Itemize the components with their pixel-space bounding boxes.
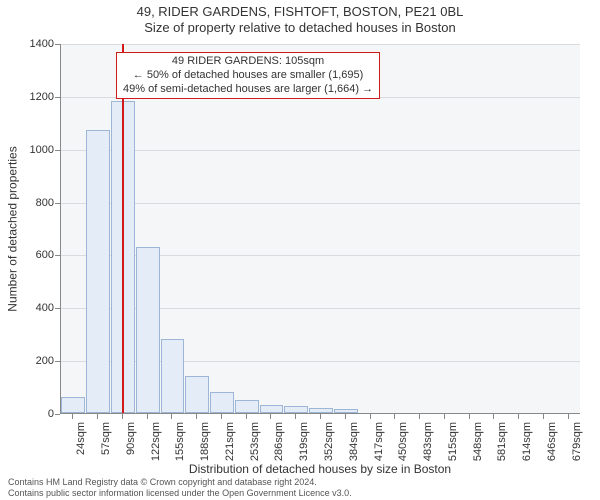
x-tick-mark <box>444 414 445 419</box>
y-tick-label: 1200 <box>6 92 54 103</box>
y-tick-label: 1400 <box>6 39 54 50</box>
annotation-box: 49 RIDER GARDENS: 105sqm← 50% of detache… <box>116 52 380 99</box>
x-tick-mark <box>295 414 296 419</box>
y-tick-label: 1000 <box>6 145 54 156</box>
histogram-bar <box>284 406 308 413</box>
x-tick-mark <box>196 414 197 419</box>
y-tick-label: 200 <box>6 356 54 367</box>
histogram-bar <box>260 405 284 413</box>
y-tick-mark <box>55 414 60 415</box>
x-tick-mark <box>543 414 544 419</box>
y-tick-label: 800 <box>6 198 54 209</box>
x-tick-mark <box>97 414 98 419</box>
x-tick-mark <box>568 414 569 419</box>
x-tick-mark <box>72 414 73 419</box>
histogram-bar <box>235 400 259 413</box>
y-tick-mark <box>55 97 60 98</box>
x-tick-mark <box>394 414 395 419</box>
x-tick-mark <box>370 414 371 419</box>
x-tick-mark <box>320 414 321 419</box>
marker-line <box>122 44 124 413</box>
histogram-bar <box>309 408 333 413</box>
footer-line-2: Contains public sector information licen… <box>8 488 352 498</box>
x-tick-mark <box>345 414 346 419</box>
histogram-bar <box>185 376 209 413</box>
y-tick-label: 400 <box>6 303 54 314</box>
x-tick-mark <box>270 414 271 419</box>
y-tick-mark <box>55 255 60 256</box>
chart-subtitle: Size of property relative to detached ho… <box>0 20 600 36</box>
gridline <box>61 203 580 204</box>
gridline <box>61 150 580 151</box>
histogram-bar <box>136 247 160 414</box>
x-tick-mark <box>493 414 494 419</box>
chart-title: 49, RIDER GARDENS, FISHTOFT, BOSTON, PE2… <box>0 4 600 20</box>
histogram-bar <box>61 397 85 413</box>
x-tick-mark <box>171 414 172 419</box>
histogram-bar <box>161 339 185 413</box>
property-size-chart: 49, RIDER GARDENS, FISHTOFT, BOSTON, PE2… <box>0 0 600 500</box>
y-tick-mark <box>55 203 60 204</box>
x-tick-mark <box>246 414 247 419</box>
footer-line-1: Contains HM Land Registry data © Crown c… <box>8 477 352 487</box>
histogram-bar <box>334 409 358 413</box>
x-tick-mark <box>419 414 420 419</box>
plot-area: 49 RIDER GARDENS: 105sqm← 50% of detache… <box>60 44 580 414</box>
x-tick-mark <box>469 414 470 419</box>
histogram-bar <box>210 392 234 413</box>
y-tick-label: 600 <box>6 250 54 261</box>
x-axis-label: Distribution of detached houses by size … <box>60 462 580 476</box>
chart-title-block: 49, RIDER GARDENS, FISHTOFT, BOSTON, PE2… <box>0 4 600 37</box>
x-tick-mark <box>518 414 519 419</box>
annotation-line: ← 50% of detached houses are smaller (1,… <box>123 69 373 83</box>
x-tick-mark <box>147 414 148 419</box>
y-tick-mark <box>55 308 60 309</box>
chart-footer: Contains HM Land Registry data © Crown c… <box>8 477 352 498</box>
annotation-line: 49 RIDER GARDENS: 105sqm <box>123 55 373 69</box>
y-tick-mark <box>55 361 60 362</box>
y-tick-mark <box>55 150 60 151</box>
histogram-bar <box>86 130 110 413</box>
x-tick-mark <box>221 414 222 419</box>
annotation-line: 49% of semi-detached houses are larger (… <box>123 83 373 97</box>
x-tick-mark <box>122 414 123 419</box>
y-tick-label: 0 <box>6 409 54 420</box>
gridline <box>61 44 580 45</box>
y-tick-mark <box>55 44 60 45</box>
